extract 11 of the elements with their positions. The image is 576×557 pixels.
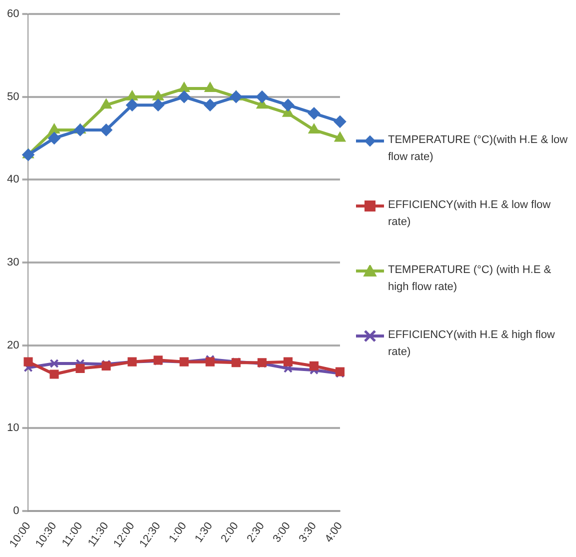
y-tick-label: 30 xyxy=(6,256,20,268)
y-tick-label: 0 xyxy=(13,504,20,517)
legend-label: TEMPERATURE (°C) (with H.E & high flow rate) xyxy=(388,263,552,295)
y-tick-label: 10 xyxy=(6,422,20,434)
legend-label: EFFICIENCY(with H.E & high flow rate) xyxy=(388,328,556,360)
y-tick-label: 20 xyxy=(6,339,20,352)
y-tick-label: 60 xyxy=(6,8,20,20)
y-tick-label: 40 xyxy=(6,174,20,186)
legend-label: EFFICIENCY(with H.E & low flow rate) xyxy=(388,198,552,230)
y-tick-label: 50 xyxy=(6,90,20,103)
legend-label: TEMPERATURE (°C)(with H.E & low flow rate) xyxy=(388,133,569,165)
